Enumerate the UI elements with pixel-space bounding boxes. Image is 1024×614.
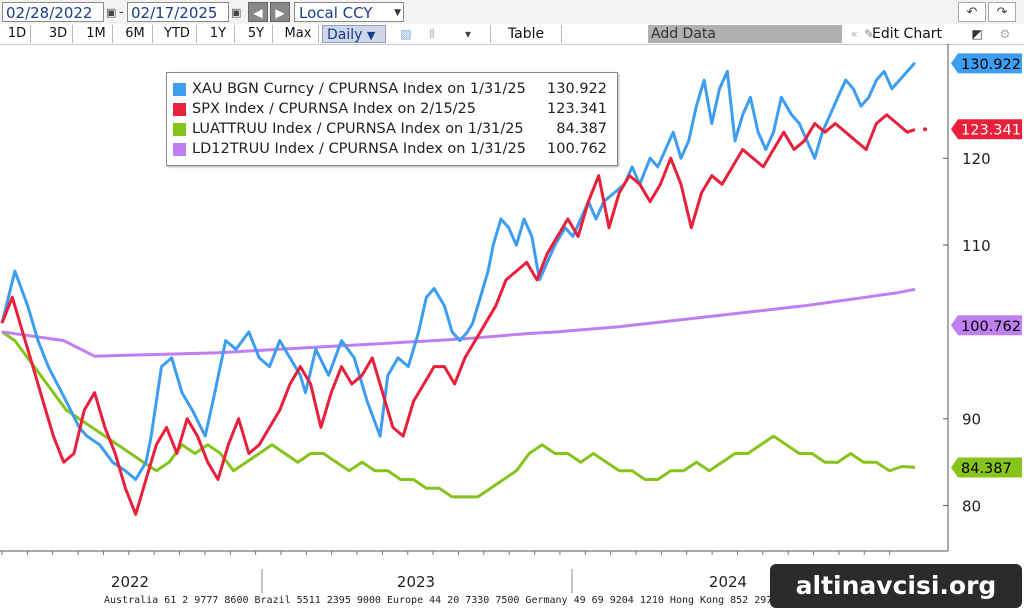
legend-swatch: [173, 143, 186, 156]
legend-value: 84.387: [556, 121, 607, 137]
edit-chart-button[interactable]: Edit Chart: [872, 26, 943, 42]
chart-legend: XAU BGN Curncy / CPURNSA Index on 1/31/2…: [166, 72, 618, 166]
range-5y[interactable]: 5Y: [240, 25, 273, 43]
add-data-input[interactable]: Add Data: [648, 25, 842, 43]
series-line-spx[interactable]: [0, 113, 916, 516]
legend-label: SPX Index / CPURNSA Index on 2/15/25: [192, 101, 477, 117]
x-tick-label: 2024: [709, 573, 747, 591]
range-1d[interactable]: 1D: [4, 25, 31, 43]
series-end-marker: [923, 127, 927, 132]
legend-value: 130.922: [547, 81, 607, 97]
y-tick-label: 110: [962, 237, 991, 255]
table-button[interactable]: Table: [490, 25, 562, 43]
footer-bar: Australia 61 2 9777 8600 Brazil 5511 239…: [0, 593, 1024, 614]
chevron-down-icon: ▼: [366, 29, 376, 42]
line-chart: 80 90 110 120 130.922 123.341 84.387 100.762 202…: [0, 44, 1022, 593]
chevron-down-icon[interactable]: ▾: [464, 27, 472, 41]
range-3d[interactable]: 3D: [44, 25, 73, 43]
value-tag-spx: 123.341: [951, 119, 1022, 140]
legend-swatch: [173, 103, 186, 116]
chevron-down-icon: ▼: [394, 8, 401, 18]
value-tag-label: 130.922: [961, 57, 1021, 73]
value-tag-ld12truu: 100.762: [951, 315, 1022, 336]
range-6m[interactable]: 6M: [118, 25, 153, 43]
value-tag-label: 123.341: [961, 123, 1021, 139]
chart-type-icon[interactable]: ▨: [400, 27, 412, 41]
footer-contacts: Australia 61 2 9777 8600 Brazil 5511 239…: [104, 595, 809, 606]
y-tick-label: 90: [962, 411, 981, 429]
range-1y[interactable]: 1Y: [202, 25, 235, 43]
gear-icon[interactable]: ⚙: [999, 27, 1011, 41]
back-arrow-icon[interactable]: ◀: [248, 2, 268, 22]
start-date-input[interactable]: 02/28/2022: [2, 2, 104, 22]
currency-select[interactable]: Local CCY ▼: [294, 2, 404, 22]
range-1m[interactable]: 1M: [80, 25, 113, 43]
legend-label: LUATTRUU Index / CPURNSA Index on 1/31/2…: [192, 121, 524, 137]
value-tag-xau: 130.922: [951, 53, 1022, 74]
range-max[interactable]: Max: [278, 25, 319, 43]
currency-label: Local CCY: [299, 4, 373, 22]
series-line-ld12truu[interactable]: [1, 287, 916, 358]
legend-item-luattruu[interactable]: LUATTRUU Index / CPURNSA Index on 1/31/2…: [173, 120, 613, 138]
legend-label: XAU BGN Curncy / CPURNSA Index on 1/31/2…: [192, 81, 526, 97]
frequency-select[interactable]: Daily ▼: [322, 25, 386, 43]
legend-swatch: [173, 123, 186, 136]
undo-icon[interactable]: ↶: [958, 2, 986, 22]
series-line-xau[interactable]: [0, 61, 917, 481]
value-tag-shape: [951, 457, 1022, 478]
value-tag-shape: [951, 53, 1022, 74]
series-line-luattruu[interactable]: [1, 330, 916, 499]
y-tick-label: 80: [962, 498, 981, 516]
x-tick-label: 2022: [111, 573, 149, 591]
value-tag-luattruu: 84.387: [951, 457, 1022, 478]
y-tick-label: 120: [962, 150, 991, 168]
x-tick-label: 2023: [397, 573, 435, 591]
legend-value: 100.762: [547, 141, 607, 157]
range-ytd[interactable]: YTD: [158, 25, 197, 43]
pencil-icon[interactable]: ✎: [863, 27, 875, 41]
value-tag-shape: [951, 315, 1022, 336]
value-tag-label: 84.387: [961, 461, 1012, 477]
legend-item-ld12truu[interactable]: LD12TRUU Index / CPURNSA Index on 1/31/2…: [173, 140, 613, 158]
value-tag-label: 100.762: [961, 319, 1021, 335]
calendar-icon[interactable]: ▣: [231, 6, 242, 19]
redo-icon[interactable]: ↷: [988, 2, 1016, 22]
bar-type-icon[interactable]: ⫴: [429, 27, 435, 41]
legend-item-xau[interactable]: XAU BGN Curncy / CPURNSA Index on 1/31/2…: [173, 80, 613, 98]
value-tag-shape: [951, 119, 1022, 140]
watermark: altinavcisi.org: [770, 564, 1022, 608]
collapse-icon[interactable]: «: [850, 27, 858, 41]
legend-label: LD12TRUU Index / CPURNSA Index on 1/31/2…: [192, 141, 526, 157]
calendar-icon[interactable]: ▣: [106, 6, 117, 19]
date-separator: -: [119, 5, 124, 20]
legend-swatch: [173, 83, 186, 96]
legend-value: 123.341: [547, 101, 607, 117]
legend-item-spx[interactable]: SPX Index / CPURNSA Index on 2/15/25 123…: [173, 100, 613, 118]
frequency-label: Daily: [327, 27, 363, 43]
chart-settings-icon[interactable]: ◩: [971, 27, 983, 41]
date-toolbar: 02/28/2022 ▣ - 02/17/2025 ▣ ◀ ▶ Local CC…: [0, 0, 1024, 25]
forward-arrow-icon[interactable]: ▶: [270, 2, 290, 22]
end-date-input[interactable]: 02/17/2025: [127, 2, 229, 22]
